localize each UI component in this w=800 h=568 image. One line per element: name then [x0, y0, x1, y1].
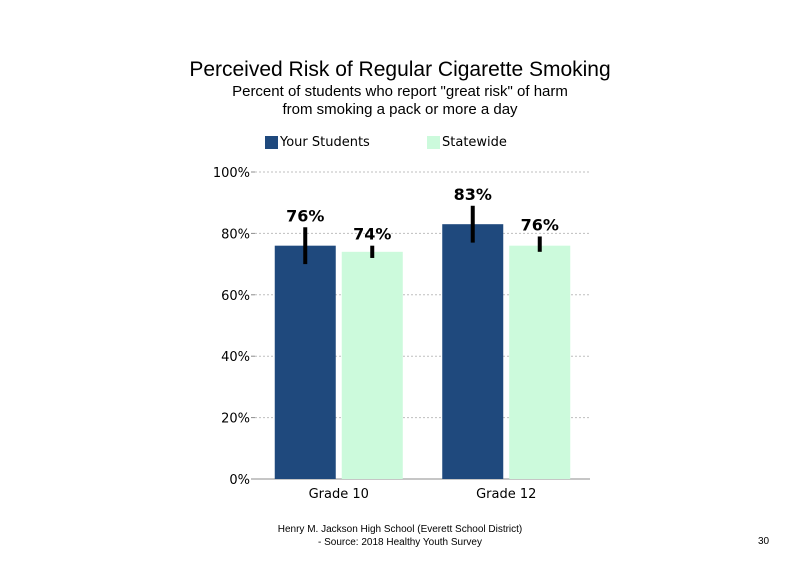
data-label: 76%	[521, 215, 559, 234]
bar-statewide-1	[341, 251, 403, 479]
page-number: 30	[758, 536, 770, 547]
x-tick-label: Grade 10	[309, 487, 369, 502]
legend-swatch-your-students	[265, 135, 278, 149]
data-label: 74%	[353, 225, 391, 244]
y-tick-label: 20%	[221, 412, 250, 427]
footer-school: Henry M. Jackson High School (Everett Sc…	[277, 524, 523, 535]
chart-title: Perceived Risk of Regular Cigarette Smok…	[189, 58, 611, 81]
bar-statewide-2	[509, 245, 571, 479]
y-tick-label: 0%	[229, 473, 250, 488]
bar-your-students-2	[442, 224, 504, 479]
legend-statewide: Statewide	[427, 133, 507, 151]
legend-your-students: Your Students	[265, 133, 370, 151]
legend-label-your-students: Your Students	[280, 134, 370, 150]
chart-subtitle-line-2: from smoking a pack or more a day	[282, 101, 518, 118]
y-tick-label: 80%	[221, 227, 250, 242]
footer-source: - Source: 2018 Healthy Youth Survey	[318, 537, 482, 548]
y-tick-label: 40%	[221, 350, 250, 365]
legend-swatch-statewide	[427, 135, 440, 149]
x-tick-label: Grade 12	[476, 487, 536, 502]
data-label: 83%	[454, 185, 492, 204]
data-label: 76%	[286, 206, 324, 225]
bar-your-students-1	[274, 245, 336, 479]
y-tick-label: 60%	[221, 289, 250, 304]
y-tick-label: 100%	[213, 166, 250, 181]
legend-label-statewide: Statewide	[442, 134, 507, 150]
chart-subtitle-line-1: Percent of students who report "great ri…	[232, 83, 568, 100]
